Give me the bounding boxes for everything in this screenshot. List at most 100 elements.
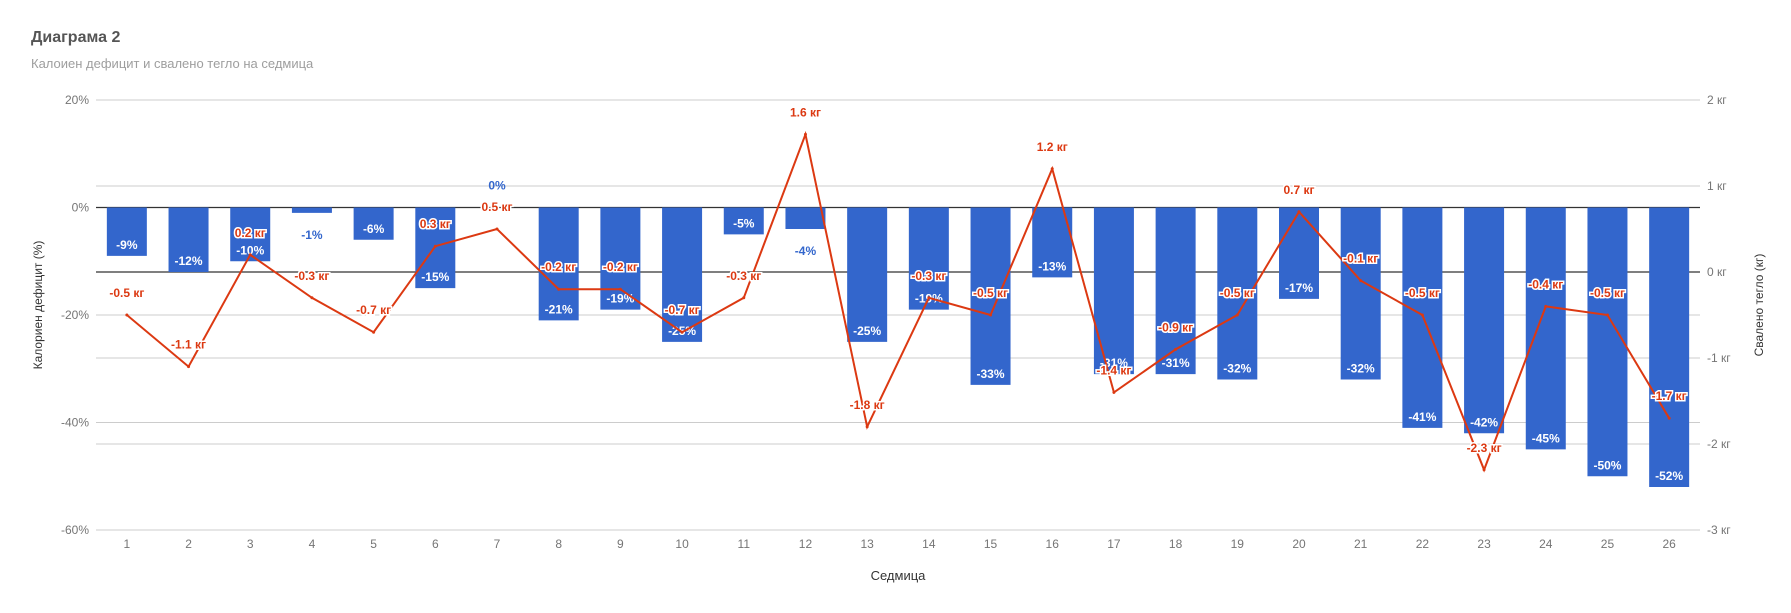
line-value-label: -0.2 кг — [603, 260, 638, 274]
line-point — [1050, 167, 1054, 171]
line-point — [927, 296, 931, 300]
bar-value-label: -52% — [1655, 469, 1683, 483]
chart-subtitle: Калоиен дефицит и свалено тегло на седми… — [31, 56, 314, 71]
bar — [106, 207, 147, 256]
x-tick-label: 15 — [984, 537, 998, 551]
right-tick-label: -3 кг — [1707, 523, 1731, 537]
bar — [970, 207, 1011, 385]
bar — [662, 207, 703, 342]
bar-value-label: -6% — [363, 222, 385, 236]
bar-value-label: 0% — [488, 179, 506, 193]
line-value-label: -0.3 кг — [911, 269, 946, 283]
line-value-label: 0.3 кг — [420, 217, 451, 231]
line-point — [1420, 313, 1424, 317]
bar — [230, 207, 271, 262]
line-point — [865, 425, 869, 429]
bar — [168, 207, 209, 272]
line-value-label: -0.9 кг — [1158, 320, 1193, 334]
bar-value-label: -12% — [175, 254, 203, 268]
left-tick-label: -60% — [61, 523, 89, 537]
line-point — [557, 287, 561, 291]
bar — [291, 207, 332, 213]
bar — [1649, 207, 1690, 487]
line-value-label: -0.1 кг — [1343, 252, 1378, 266]
x-tick-label: 7 — [494, 537, 501, 551]
bar-value-label: -10% — [236, 243, 264, 257]
bar — [908, 207, 949, 310]
x-tick-label: 25 — [1601, 537, 1615, 551]
line-point — [742, 296, 746, 300]
right-tick-label: 0 кг — [1707, 265, 1727, 279]
x-tick-label: 9 — [617, 537, 624, 551]
line-value-label: -0.5 кг — [1590, 286, 1625, 300]
line-point — [989, 313, 993, 317]
line-point — [187, 365, 191, 369]
bar-value-label: -31% — [1162, 356, 1190, 370]
line-value-label: -0.5 кг — [1405, 286, 1440, 300]
x-tick-label: 4 — [309, 537, 316, 551]
x-tick-label: 16 — [1046, 537, 1060, 551]
bar-value-label: -41% — [1408, 410, 1436, 424]
line-value-label: 1.6 кг — [790, 105, 821, 119]
x-tick-label: 1 — [124, 537, 131, 551]
bar — [538, 207, 579, 321]
x-tick-label: 3 — [247, 537, 254, 551]
line-value-label: -0.4 кг — [1528, 277, 1563, 291]
x-tick-label: 17 — [1107, 537, 1121, 551]
bar-value-label: -13% — [1038, 259, 1066, 273]
bar — [1279, 207, 1319, 299]
y-axis-title-right: Свалено тегло (кг) — [1752, 254, 1766, 357]
bar — [1525, 207, 1566, 450]
left-tick-label: -20% — [61, 308, 89, 322]
x-tick-label: 21 — [1354, 537, 1368, 551]
x-tick-label: 8 — [555, 537, 562, 551]
x-tick-label: 26 — [1662, 537, 1676, 551]
right-tick-label: -1 кг — [1707, 351, 1731, 365]
line-value-label: 0.7 кг — [1283, 183, 1314, 197]
bar-value-label: -4% — [795, 244, 817, 258]
bar — [1093, 207, 1134, 375]
x-tick-label: 6 — [432, 537, 439, 551]
line-point — [1482, 468, 1486, 472]
line-point — [1544, 304, 1548, 308]
right-tick-label: 1 кг — [1707, 179, 1727, 193]
x-tick-label: 13 — [860, 537, 874, 551]
x-tick-label: 24 — [1539, 537, 1553, 551]
x-tick-label: 2 — [185, 537, 192, 551]
line-value-label: -0.7 кг — [356, 303, 391, 317]
x-tick-label: 22 — [1416, 537, 1430, 551]
line-value-label: -0.2 кг — [541, 260, 576, 274]
line-point — [125, 313, 129, 317]
bar-value-label: -42% — [1470, 415, 1498, 429]
line-point — [1605, 313, 1609, 317]
bar-value-label: -9% — [116, 238, 138, 252]
line-point — [1667, 416, 1671, 420]
bar — [847, 207, 888, 342]
x-tick-label: 12 — [799, 537, 813, 551]
bar-value-label: -17% — [1285, 281, 1313, 295]
x-tick-label: 10 — [675, 537, 689, 551]
bar — [1340, 207, 1381, 380]
bar-value-label: -32% — [1223, 362, 1251, 376]
line-point — [1235, 313, 1239, 317]
line-value-label: -1.4 кг — [1096, 363, 1131, 377]
bar-value-label: -5% — [733, 216, 755, 230]
bar — [723, 207, 764, 235]
x-tick-label: 18 — [1169, 537, 1183, 551]
line-value-label: -0.3 кг — [726, 269, 761, 283]
bar-value-label: -50% — [1593, 458, 1621, 472]
line-point — [433, 244, 437, 248]
line-value-label: 0.5 кг — [481, 200, 512, 214]
x-tick-label: 5 — [370, 537, 377, 551]
line-value-label: -0.7 кг — [665, 303, 700, 317]
line-value-label: -1.8 кг — [850, 398, 885, 412]
line-value-label: -0.3 кг — [294, 269, 329, 283]
bar — [785, 207, 826, 229]
line-point — [248, 253, 252, 257]
line-value-label: -0.5 кг — [973, 286, 1008, 300]
line-point — [495, 227, 499, 231]
line-point — [1359, 279, 1363, 283]
line-value-label: -1.7 кг — [1652, 389, 1687, 403]
bar-value-label: -1% — [301, 228, 323, 242]
